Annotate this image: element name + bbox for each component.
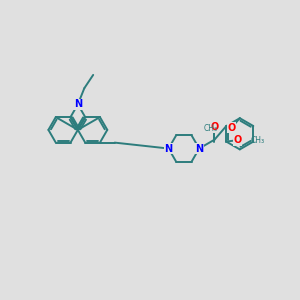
Text: CH₃: CH₃ bbox=[251, 136, 265, 145]
Text: O: O bbox=[227, 123, 236, 133]
Text: CH₃: CH₃ bbox=[204, 124, 218, 133]
Text: N: N bbox=[164, 143, 172, 154]
Text: O: O bbox=[233, 135, 242, 145]
Text: O: O bbox=[210, 122, 219, 132]
Text: N: N bbox=[74, 99, 82, 110]
Text: N: N bbox=[195, 143, 203, 154]
